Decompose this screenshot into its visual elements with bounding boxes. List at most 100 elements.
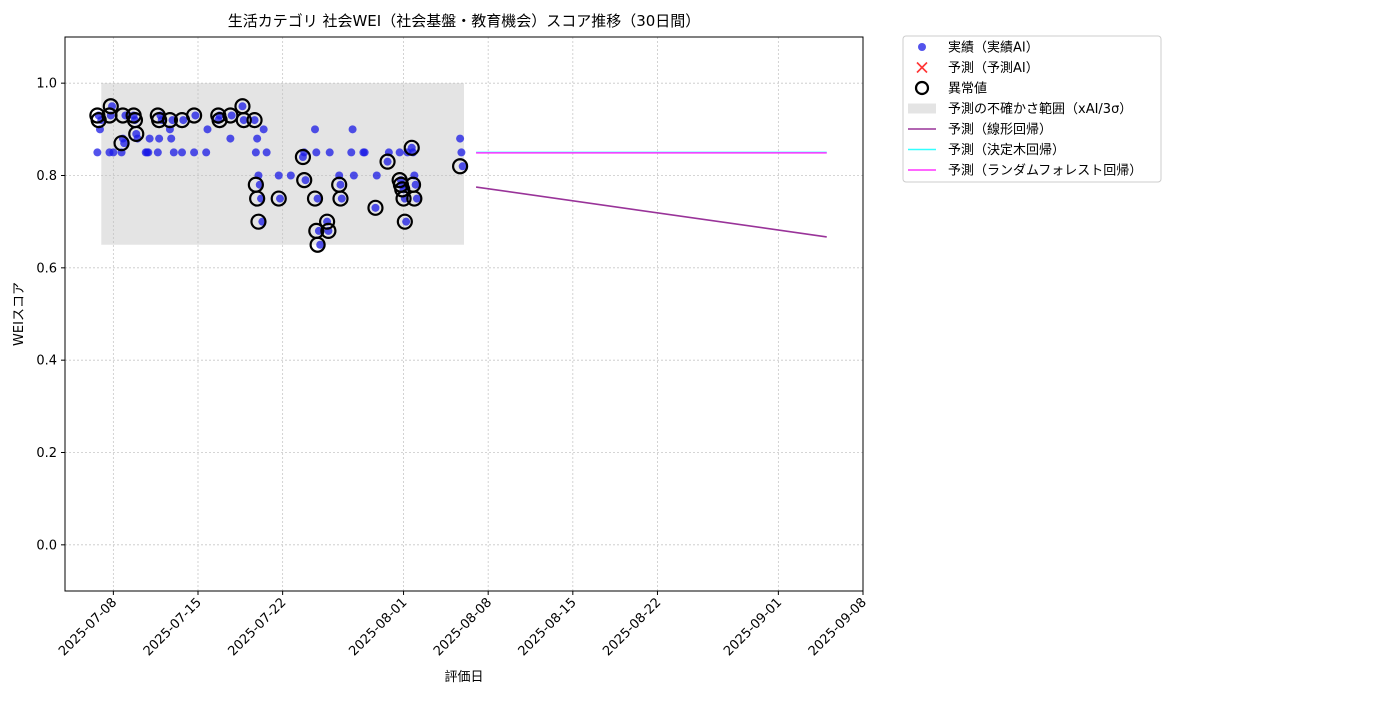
actual-point [227, 111, 236, 120]
x-tick-label: 2025-07-08 [56, 595, 120, 659]
anomaly-marker [102, 98, 119, 115]
anomaly-marker [306, 190, 324, 207]
actual-point [325, 148, 334, 157]
x-axis-ticks: 2025-07-08 2025-07-15 2025-07-22 2025-08-01… [56, 591, 870, 659]
y-tick-label: 0.8 [36, 169, 57, 184]
anomaly-marker [249, 190, 266, 207]
actual-point [383, 157, 392, 166]
y-axis-ticks: 0.0 0.2 0.4 0.6 0.8 1.0 [36, 77, 65, 553]
actual-point [411, 180, 420, 189]
actual-point [153, 148, 162, 157]
legend-anomaly-marker [914, 80, 930, 96]
anomaly-marker [151, 111, 168, 129]
actual-point [456, 134, 465, 143]
actual-point [251, 148, 260, 157]
actual-point [360, 148, 369, 157]
legend-label: 実績（実績AI） [948, 40, 1039, 56]
actual-point [349, 171, 358, 180]
actual-point [238, 102, 247, 111]
actual-point [348, 125, 357, 134]
actual-point [276, 194, 285, 203]
actual-point [169, 148, 178, 157]
anomaly-marker [294, 148, 312, 166]
legend-frame [902, 35, 1162, 183]
y-axis-label: WEIスコア [12, 282, 27, 346]
anomaly-marker [332, 190, 349, 207]
anomaly-marker [319, 213, 336, 230]
x-tick-label: 2025-07-15 [141, 595, 205, 659]
x-tick-label: 2025-08-08 [431, 595, 495, 659]
actual-point [371, 203, 380, 212]
legend-label: 予測（線形回帰） [948, 122, 1052, 138]
legend-predicted-marker [916, 61, 928, 74]
actual-point [179, 116, 188, 125]
x-axis-label: 評価日 [444, 670, 483, 685]
actual-point [457, 148, 466, 157]
anomaly-marker [309, 236, 326, 253]
actual-point [93, 148, 102, 157]
x-tick-label: 2025-09-01 [721, 595, 785, 659]
actual-point [178, 148, 187, 157]
y-tick-label: 0.2 [36, 446, 57, 461]
actual-point [337, 194, 346, 203]
x-tick-label: 2025-09-08 [806, 595, 870, 659]
y-tick-label: 0.4 [36, 354, 57, 369]
actual-point [395, 148, 404, 157]
anomaly-marker [250, 213, 267, 230]
actual-point [262, 148, 271, 157]
anomaly-marker [395, 190, 412, 207]
actual-point [286, 171, 295, 180]
actual-point [458, 162, 467, 171]
anomaly-marker [296, 172, 313, 189]
actual-point [144, 148, 153, 157]
anomaly-markers [89, 98, 469, 253]
actual-point [155, 134, 164, 143]
actual-point [316, 240, 325, 249]
prediction-line [475, 186, 827, 238]
anomaly-marker [161, 111, 179, 129]
legend-label: 予測（ランダムフォレスト回帰） [948, 163, 1142, 179]
actual-point [239, 116, 248, 125]
actual-point [372, 171, 381, 180]
actual-point [109, 148, 118, 157]
legend-label: 予測（決定木回帰） [948, 142, 1065, 158]
anomaly-marker [113, 135, 130, 152]
legend-label: 異常値 [948, 81, 987, 97]
actual-point [253, 134, 262, 143]
anomaly-marker [270, 190, 287, 207]
actual-point [312, 148, 321, 157]
actual-point [226, 134, 235, 143]
actual-point [311, 125, 320, 134]
grid-lines [65, 37, 864, 591]
actual-point [259, 125, 268, 134]
actual-point [301, 176, 310, 185]
anomaly-marker [396, 213, 413, 230]
anomaly-marker [452, 158, 469, 175]
actual-point [313, 194, 322, 203]
chart-title: 生活カテゴリ 社会WEI（社会基盤・教育機会）スコア推移（30日間） [228, 12, 701, 30]
x-tick-label: 2025-08-15 [516, 595, 580, 659]
anomaly-marker [320, 222, 337, 239]
actual-point [202, 148, 211, 157]
actual-point [191, 111, 200, 120]
y-tick-label: 0.0 [36, 538, 57, 553]
actual-point [190, 148, 199, 157]
actual-point [167, 134, 176, 143]
anomaly-marker [403, 139, 420, 156]
actual-point [203, 125, 212, 134]
x-tick-label: 2025-08-22 [600, 595, 664, 659]
legend-band-swatch [908, 103, 936, 114]
y-tick-label: 0.6 [36, 261, 57, 276]
actual-point [120, 139, 129, 148]
x-tick-label: 2025-08-01 [346, 595, 410, 659]
y-tick-label: 1.0 [36, 77, 57, 92]
actual-point [336, 180, 345, 189]
anomaly-marker [406, 190, 423, 207]
anomaly-marker [367, 199, 384, 216]
actual-point [145, 134, 154, 143]
x-tick-label: 2025-07-22 [225, 595, 289, 659]
plot-frame [64, 36, 864, 592]
